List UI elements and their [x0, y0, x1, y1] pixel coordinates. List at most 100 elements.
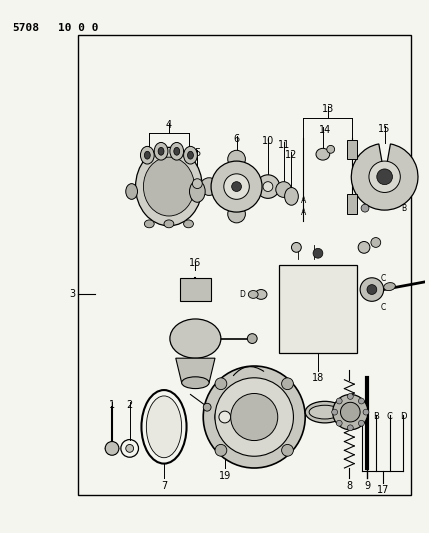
Ellipse shape [255, 289, 267, 300]
Text: 14: 14 [319, 125, 331, 135]
Circle shape [377, 169, 393, 184]
Circle shape [363, 409, 369, 415]
Ellipse shape [170, 319, 221, 358]
Circle shape [371, 238, 381, 247]
Text: 10C: 10C [209, 390, 224, 399]
Circle shape [231, 393, 278, 441]
Circle shape [215, 378, 227, 390]
Ellipse shape [316, 148, 330, 160]
Circle shape [313, 248, 323, 258]
Text: 19: 19 [219, 471, 231, 481]
Ellipse shape [146, 396, 181, 458]
Text: 5708: 5708 [12, 23, 39, 33]
Text: 10 0 0: 10 0 0 [58, 23, 99, 33]
Text: B: B [373, 412, 379, 421]
Text: 10C: 10C [209, 399, 224, 408]
Circle shape [361, 204, 369, 212]
Text: A: A [359, 412, 365, 421]
Bar [347, 140, 357, 159]
Ellipse shape [164, 220, 174, 228]
Circle shape [263, 182, 273, 191]
Circle shape [367, 285, 377, 294]
Text: C: C [381, 303, 386, 312]
Text: 7: 7 [161, 481, 167, 491]
Ellipse shape [174, 147, 180, 155]
Wedge shape [351, 144, 418, 210]
Text: 12: 12 [285, 150, 298, 160]
Text: 10: 10 [262, 135, 274, 146]
Circle shape [281, 445, 293, 456]
Text: 11: 11 [278, 141, 290, 150]
Ellipse shape [190, 181, 205, 202]
Ellipse shape [184, 220, 193, 228]
Text: C: C [381, 274, 386, 283]
Circle shape [248, 334, 257, 343]
Circle shape [232, 182, 242, 191]
Text: 5: 5 [194, 148, 200, 158]
Text: A: A [301, 208, 306, 217]
Text: 9: 9 [364, 481, 370, 491]
Ellipse shape [200, 178, 218, 196]
Text: D: D [400, 412, 407, 421]
Text: 15: 15 [378, 124, 391, 134]
Ellipse shape [309, 405, 341, 419]
Circle shape [332, 394, 368, 430]
Circle shape [203, 403, 211, 411]
Circle shape [126, 445, 133, 453]
Ellipse shape [170, 142, 184, 160]
Circle shape [203, 366, 305, 468]
Ellipse shape [143, 157, 194, 216]
Polygon shape [176, 358, 215, 383]
Circle shape [369, 161, 400, 192]
Circle shape [336, 398, 342, 404]
Text: 18: 18 [312, 373, 324, 383]
Text: 1: 1 [109, 400, 115, 410]
Ellipse shape [228, 150, 245, 168]
Circle shape [347, 425, 353, 431]
Text: D: D [239, 290, 245, 299]
Circle shape [211, 161, 262, 212]
Ellipse shape [193, 179, 202, 189]
Ellipse shape [126, 184, 138, 199]
Text: 3: 3 [69, 289, 76, 300]
Circle shape [224, 174, 249, 199]
Ellipse shape [305, 401, 344, 423]
Bar [180, 278, 211, 301]
Circle shape [358, 241, 370, 253]
Ellipse shape [327, 146, 335, 154]
Text: 2: 2 [127, 400, 133, 410]
Circle shape [105, 441, 119, 455]
Text: 8: 8 [346, 481, 352, 491]
Ellipse shape [384, 282, 396, 290]
Circle shape [359, 420, 364, 426]
Ellipse shape [145, 151, 150, 159]
Ellipse shape [184, 147, 197, 164]
Bar [347, 195, 357, 214]
Circle shape [281, 378, 293, 390]
Ellipse shape [248, 290, 258, 298]
Text: A: A [301, 196, 306, 205]
Ellipse shape [291, 243, 301, 252]
Ellipse shape [181, 377, 209, 389]
Ellipse shape [187, 151, 193, 159]
Circle shape [347, 393, 353, 399]
Ellipse shape [255, 178, 273, 196]
Circle shape [332, 409, 338, 415]
Circle shape [341, 402, 360, 422]
Ellipse shape [215, 406, 235, 428]
Ellipse shape [284, 188, 298, 205]
Circle shape [219, 411, 231, 423]
Text: 6: 6 [233, 134, 240, 143]
Circle shape [215, 378, 293, 456]
Text: 13: 13 [322, 104, 334, 114]
Circle shape [256, 175, 280, 198]
Ellipse shape [145, 220, 154, 228]
Ellipse shape [228, 205, 245, 223]
Circle shape [360, 278, 384, 301]
Text: 4: 4 [166, 120, 172, 130]
Ellipse shape [154, 142, 168, 160]
Bar [78, 35, 411, 496]
Text: C: C [387, 412, 393, 421]
Text: B: B [402, 204, 407, 213]
Circle shape [215, 445, 227, 456]
